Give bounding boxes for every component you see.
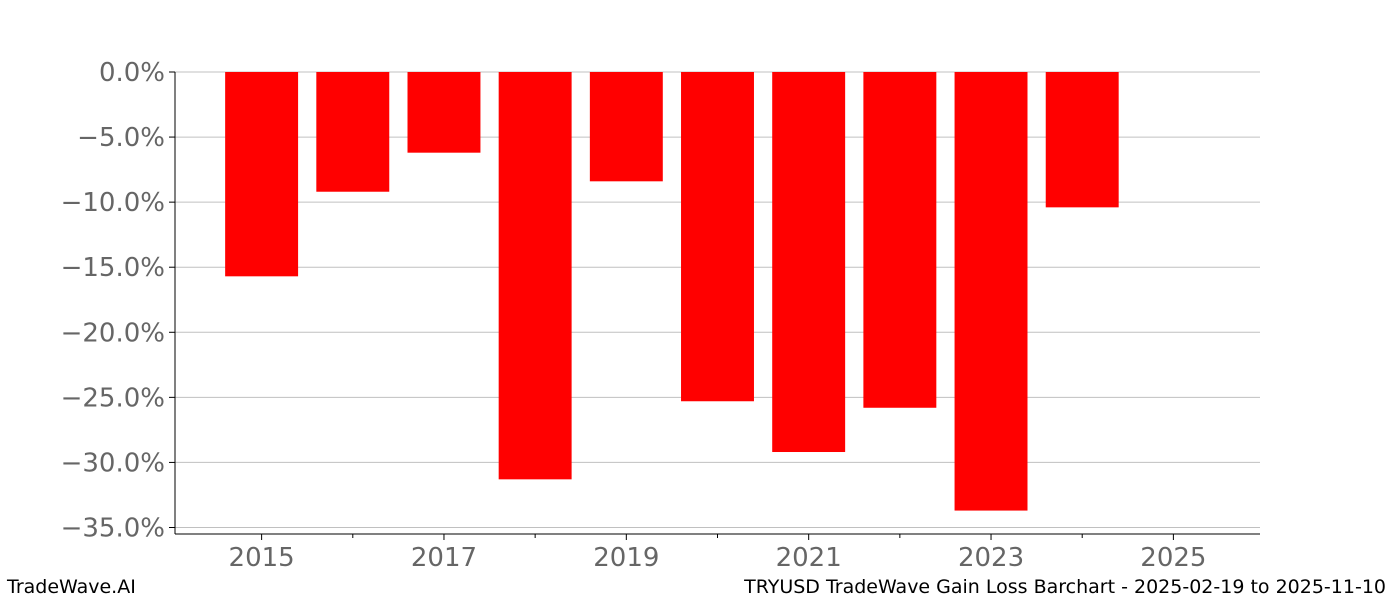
bar-2018	[498, 72, 572, 480]
x-tick-label-2025: 2025	[1140, 543, 1206, 573]
chart-caption: TRYUSD TradeWave Gain Loss Barchart - 20…	[744, 576, 1386, 598]
bar-2019	[589, 72, 663, 182]
bar-2017	[407, 72, 481, 153]
x-tick-label-2015: 2015	[229, 543, 295, 573]
y-tick-label-2: −10.0%	[61, 188, 165, 218]
y-tick-label-4: −20.0%	[61, 318, 165, 348]
brand-label: TradeWave.AI	[7, 576, 136, 598]
bar-2023	[954, 72, 1028, 511]
bar-2022	[863, 72, 937, 408]
bar-2020	[681, 72, 754, 402]
bar-2015	[225, 72, 299, 277]
x-tick-label-2017: 2017	[411, 543, 477, 573]
bars	[225, 72, 1119, 511]
x-tick-label-2019: 2019	[593, 543, 659, 573]
y-tick-label-7: −35.0%	[61, 513, 165, 543]
x-tick-label-2023: 2023	[958, 543, 1024, 573]
bar-2021	[772, 72, 846, 453]
bar-2016	[316, 72, 390, 192]
axes	[169, 71, 1260, 540]
tick-labels: 0.0% −5.0% −10.0% −15.0% −20.0% −25.0% −30.0% −…	[61, 58, 1207, 573]
y-tick-label-3: −15.0%	[61, 253, 165, 283]
y-tick-label-1: −5.0%	[77, 123, 165, 153]
y-tick-label-0: 0.0%	[99, 58, 165, 88]
y-tick-label-5: −25.0%	[61, 383, 165, 413]
y-tick-label-6: −30.0%	[61, 448, 165, 478]
x-tick-label-2021: 2021	[776, 543, 842, 573]
bar-2024	[1045, 72, 1119, 208]
